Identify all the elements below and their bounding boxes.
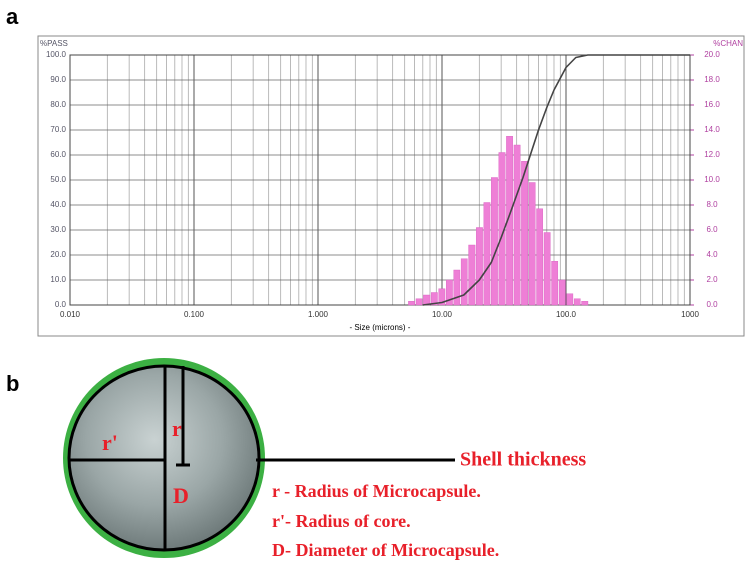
y2-tick-label: 2.0: [706, 275, 718, 284]
y2-tick-label: 16.0: [704, 100, 720, 109]
y-tick-label: 10.0: [50, 275, 66, 284]
bar: [528, 182, 536, 306]
core-radius-label: r': [102, 430, 118, 455]
y-tick-label: 90.0: [50, 75, 66, 84]
y2-tick-label: 18.0: [704, 75, 720, 84]
chart-frame: [37, 35, 745, 337]
y-tick-label: 0.0: [55, 300, 67, 309]
bar: [415, 298, 423, 306]
y2-tick-label: 6.0: [706, 225, 718, 234]
bar: [543, 232, 551, 306]
shell-label: Shell thickness: [460, 449, 586, 471]
bar: [558, 279, 566, 306]
bar: [536, 208, 543, 306]
panel-label: b: [6, 371, 19, 396]
diagram: b r' r D Shell thickness r - Radius of M…: [6, 358, 586, 560]
cumulative-line: [422, 54, 690, 306]
y2-tick-label: 0.0: [706, 300, 718, 309]
y-tick-label: 100.0: [46, 50, 67, 59]
x-tick-label: 10.00: [432, 310, 453, 319]
radius-label: r: [172, 416, 182, 441]
y2-tick-label: 10.0: [704, 175, 720, 184]
bar: [453, 269, 461, 306]
y-tick-label: 30.0: [50, 225, 66, 234]
bar: [581, 301, 589, 306]
y2-tick-label: 8.0: [706, 200, 718, 209]
y2-axis-label: %CHAN: [713, 39, 743, 48]
y-tick-label: 50.0: [50, 175, 66, 184]
x-axis-label: - Size (microns) -: [350, 323, 411, 332]
x-tick-label: 0.010: [60, 310, 81, 319]
bar: [460, 258, 468, 306]
y2-tick-label: 12.0: [704, 150, 720, 159]
x-tick-label: 0.100: [184, 310, 205, 319]
x-tick-label: 1000: [681, 310, 699, 319]
bar: [476, 227, 483, 306]
y-tick-label: 40.0: [50, 200, 66, 209]
bar: [438, 288, 446, 306]
panel-label: a: [6, 4, 19, 29]
y2-tick-label: 4.0: [706, 250, 718, 259]
legend-item: r - Radius of Microcapsule.: [272, 481, 481, 501]
y2-tick-label: 14.0: [704, 125, 720, 134]
y-tick-label: 60.0: [50, 150, 66, 159]
diameter-label: D: [173, 483, 189, 508]
legend-item: r'- Radius of core.: [272, 511, 411, 531]
y-tick-label: 80.0: [50, 100, 66, 109]
bar: [513, 144, 521, 306]
bar: [446, 279, 453, 306]
x-tick-label: 100.0: [556, 310, 577, 319]
bar: [468, 244, 476, 306]
bar: [566, 293, 574, 306]
plot-area: [69, 54, 691, 306]
bar: [483, 202, 491, 306]
bar: [408, 301, 415, 306]
y-tick-label: 20.0: [50, 250, 66, 259]
chart: 0.010 0.100 1.000 10.00 100.0 1000 0.0 10.0 20.0…: [46, 50, 720, 319]
bar: [491, 177, 498, 306]
bar: [431, 292, 438, 306]
bar: [521, 161, 528, 306]
bar: [573, 298, 581, 306]
y2-tick-label: 20.0: [704, 50, 720, 59]
x-tick-label: 1.000: [308, 310, 329, 319]
legend-item: D- Diameter of Microcapsule.: [272, 540, 499, 560]
bar: [551, 261, 559, 306]
y-tick-label: 70.0: [50, 125, 66, 134]
y-axis-label: %PASS: [40, 39, 68, 48]
bar: [506, 136, 513, 306]
